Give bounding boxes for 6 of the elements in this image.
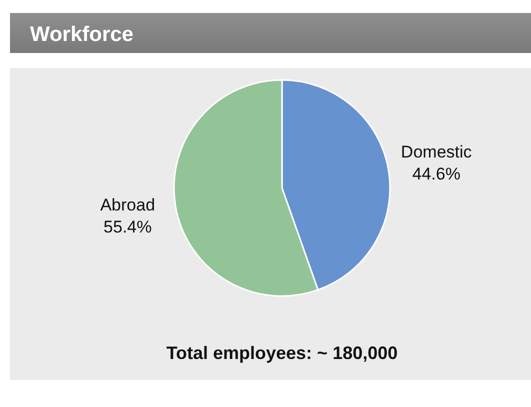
- slice-label: Abroad: [100, 195, 156, 214]
- data-label: 55.4%: [104, 217, 152, 236]
- chart-title: Workforce: [30, 23, 134, 46]
- text: Total employees: ~ 180,000: [166, 343, 398, 363]
- slice-label: Domestic: [400, 142, 472, 162]
- data-label: 44.6%: [412, 164, 460, 184]
